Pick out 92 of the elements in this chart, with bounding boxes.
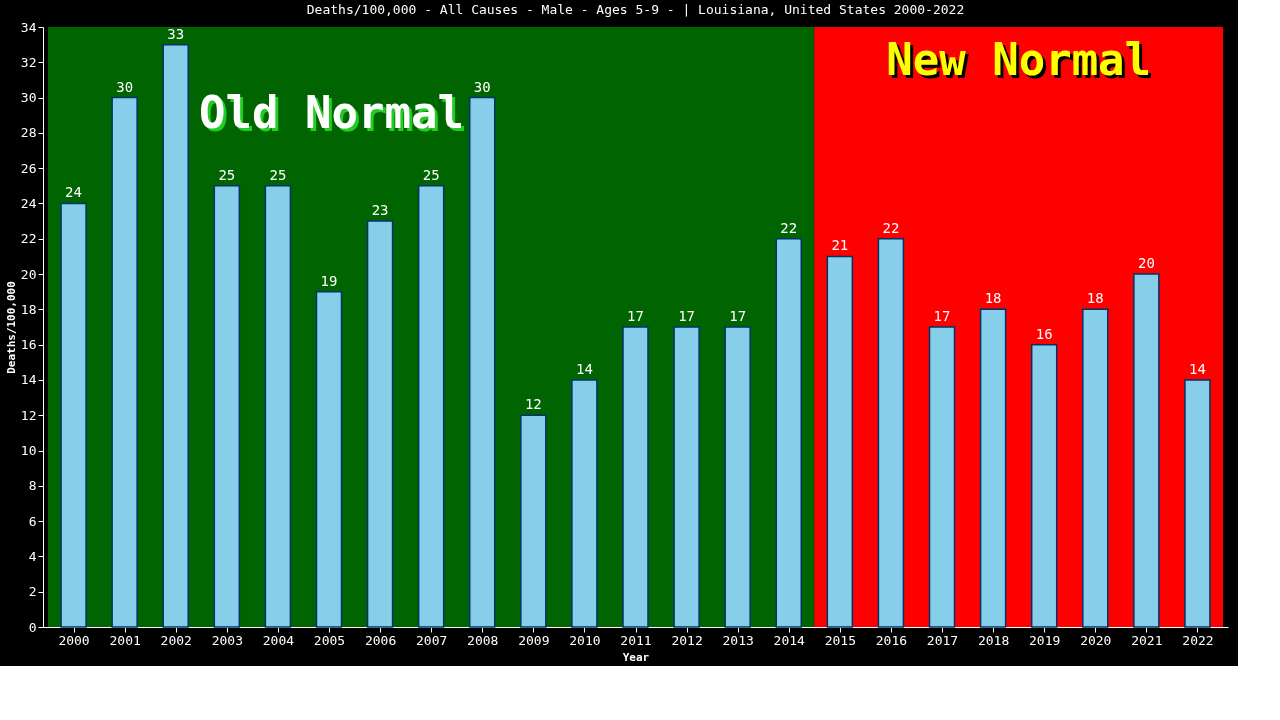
bar — [264, 185, 292, 628]
data-label: 25 — [422, 166, 440, 183]
bar — [928, 326, 956, 628]
data-label: 17 — [627, 308, 644, 324]
bar — [417, 185, 445, 628]
y-axis-title: Deaths/100,000 — [4, 281, 18, 374]
x-tick-label: 2012 — [671, 632, 703, 648]
y-tick-label: 26 — [20, 160, 37, 176]
x-tick-label: 2013 — [722, 632, 754, 648]
chart-title: Deaths/100,000 - All Causes - Male - Ages 5-9 - | Louisiana, United States 2000-2022 — [306, 2, 965, 17]
bar — [1184, 379, 1211, 628]
x-tick-label: 2006 — [364, 632, 397, 648]
data-label: 21 — [831, 237, 849, 254]
bar — [826, 255, 854, 628]
y-tick-label: 30 — [20, 90, 37, 106]
data-label: 17 — [729, 308, 747, 324]
x-tick-label: 2009 — [518, 632, 550, 648]
bar — [775, 238, 803, 628]
x-tick-label: 2008 — [467, 632, 499, 648]
x-tick-label: 2003 — [211, 632, 243, 648]
data-label: 18 — [984, 290, 1002, 307]
data-label: 30 — [116, 78, 134, 95]
x-tick-label: 2007 — [416, 632, 448, 648]
y-tick-label: 0 — [28, 619, 37, 635]
x-tick-label: 2001 — [109, 632, 141, 648]
x-tick-label: 2010 — [569, 632, 601, 648]
bar — [60, 202, 87, 628]
bar — [111, 96, 138, 628]
bar — [213, 185, 241, 628]
y-tick-label: 6 — [28, 513, 37, 529]
data-label: 25 — [269, 166, 287, 183]
x-tick-label: 2020 — [1080, 632, 1112, 648]
y-tick-label: 10 — [20, 443, 37, 459]
bar — [315, 290, 343, 628]
y-tick-label: 12 — [20, 407, 37, 423]
x-tick-label: 2021 — [1131, 632, 1163, 648]
bar — [1082, 308, 1109, 628]
y-tick-label: 14 — [20, 372, 37, 388]
bar — [724, 326, 751, 628]
x-tick-label: 2015 — [824, 632, 856, 648]
data-label: 19 — [320, 272, 338, 289]
data-label: 33 — [167, 25, 185, 42]
bar — [520, 414, 547, 628]
data-label: 14 — [1189, 360, 1206, 377]
band-label: New Normal — [886, 34, 1152, 86]
x-tick-label: 2017 — [926, 632, 959, 648]
data-label: 17 — [678, 308, 696, 324]
y-tick-label: 22 — [20, 231, 37, 247]
bar — [162, 43, 189, 628]
x-tick-label: 2002 — [160, 632, 192, 648]
bar — [1133, 273, 1160, 628]
y-tick-label: 2 — [28, 584, 37, 600]
x-tick-label: 2016 — [875, 632, 908, 648]
x-axis-title: Year — [622, 650, 650, 664]
data-label: 17 — [933, 308, 951, 324]
data-label: 20 — [1137, 255, 1155, 272]
data-label: 30 — [473, 78, 491, 95]
x-tick-label: 2004 — [262, 632, 295, 648]
y-tick-label: 28 — [20, 125, 37, 141]
data-label: 22 — [882, 219, 900, 236]
band-label: Old Normal — [199, 87, 464, 139]
data-label: 16 — [1035, 325, 1053, 342]
x-tick-label: 2019 — [1029, 632, 1061, 648]
x-tick-label: 2022 — [1182, 632, 1214, 648]
bar — [622, 326, 649, 628]
y-tick-label: 24 — [20, 195, 37, 211]
bar — [673, 326, 700, 628]
y-tick-label: 18 — [20, 301, 37, 317]
y-tick-label: 34 — [20, 19, 37, 35]
y-tick-label: 20 — [20, 266, 37, 282]
data-label: 25 — [218, 166, 236, 183]
bar — [877, 238, 905, 628]
x-tick-label: 2014 — [773, 632, 806, 648]
x-tick-label: 2011 — [620, 632, 652, 648]
x-tick-label: 2000 — [58, 632, 90, 648]
data-label: 22 — [780, 219, 798, 236]
bar — [468, 96, 496, 628]
x-tick-label: 2005 — [313, 632, 346, 648]
data-label: 14 — [575, 360, 593, 377]
x-tick-label: 2018 — [977, 632, 1010, 648]
bar — [979, 308, 1007, 628]
bar — [366, 220, 394, 628]
data-label: 12 — [524, 396, 542, 413]
data-label: 23 — [371, 202, 389, 219]
data-label: 18 — [1086, 290, 1104, 307]
y-tick-label: 8 — [28, 478, 37, 494]
bar — [571, 379, 598, 628]
y-tick-label: 4 — [28, 548, 37, 564]
data-label: 24 — [65, 184, 82, 201]
bar — [1030, 343, 1058, 628]
y-tick-label: 16 — [20, 337, 37, 353]
y-tick-label: 32 — [20, 54, 37, 70]
